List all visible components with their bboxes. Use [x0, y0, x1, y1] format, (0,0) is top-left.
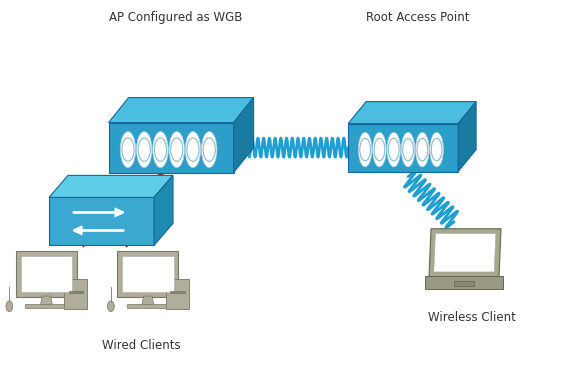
Polygon shape	[458, 101, 476, 172]
Polygon shape	[108, 123, 234, 173]
FancyBboxPatch shape	[68, 291, 83, 293]
FancyBboxPatch shape	[166, 279, 189, 309]
Polygon shape	[142, 296, 154, 304]
FancyBboxPatch shape	[127, 304, 169, 308]
FancyBboxPatch shape	[122, 256, 173, 292]
Ellipse shape	[185, 132, 201, 168]
Ellipse shape	[6, 301, 13, 312]
Ellipse shape	[373, 132, 386, 167]
Ellipse shape	[136, 132, 152, 168]
Ellipse shape	[153, 132, 168, 168]
Ellipse shape	[201, 132, 217, 168]
FancyBboxPatch shape	[26, 304, 67, 308]
FancyBboxPatch shape	[64, 279, 88, 309]
Polygon shape	[41, 296, 52, 304]
Ellipse shape	[387, 132, 401, 167]
Ellipse shape	[120, 132, 136, 168]
FancyBboxPatch shape	[425, 276, 503, 289]
Ellipse shape	[415, 132, 429, 167]
Ellipse shape	[401, 132, 415, 167]
Ellipse shape	[430, 132, 444, 167]
Polygon shape	[154, 175, 173, 245]
Ellipse shape	[169, 132, 184, 168]
FancyArrow shape	[74, 209, 124, 216]
FancyBboxPatch shape	[21, 256, 72, 292]
Ellipse shape	[358, 132, 372, 167]
Polygon shape	[108, 97, 253, 123]
FancyArrow shape	[74, 227, 124, 234]
Polygon shape	[348, 124, 458, 172]
Polygon shape	[429, 229, 501, 277]
Polygon shape	[434, 234, 496, 272]
Polygon shape	[49, 197, 154, 245]
FancyBboxPatch shape	[16, 251, 77, 297]
FancyBboxPatch shape	[170, 291, 184, 293]
Text: Wireless Client: Wireless Client	[428, 311, 516, 324]
Text: AP Configured as WGB: AP Configured as WGB	[110, 11, 243, 24]
Polygon shape	[348, 101, 476, 124]
FancyBboxPatch shape	[454, 281, 474, 286]
Polygon shape	[234, 97, 253, 173]
FancyBboxPatch shape	[117, 251, 179, 297]
Text: Wired Clients: Wired Clients	[102, 339, 180, 352]
Ellipse shape	[107, 301, 114, 312]
Polygon shape	[49, 175, 173, 197]
Text: Root Access Point: Root Access Point	[367, 11, 470, 24]
